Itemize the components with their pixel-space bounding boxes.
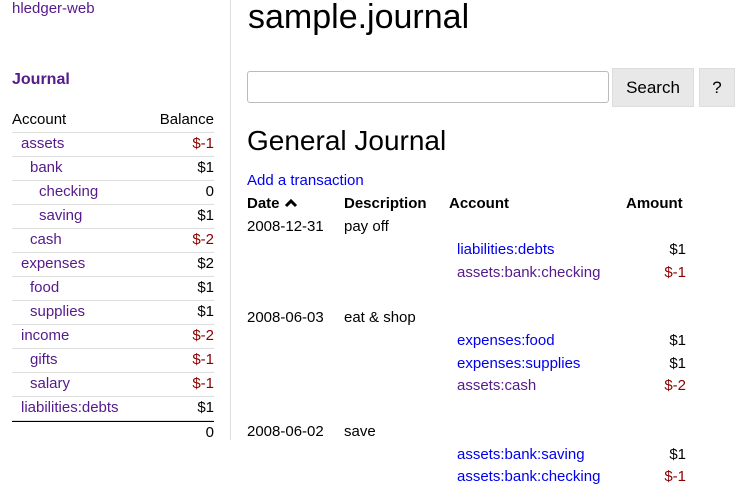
page-title: sample.journal <box>248 0 470 36</box>
account-link[interactable]: income <box>21 327 70 344</box>
account-row: cash $-2 <box>12 229 214 253</box>
account-link[interactable]: bank <box>30 159 63 176</box>
account-link[interactable]: checking <box>39 183 99 200</box>
date-column-header[interactable]: Date <box>247 195 298 212</box>
transaction-description: pay off <box>344 218 389 235</box>
account-link[interactable]: assets <box>21 135 65 152</box>
brand-link[interactable]: hledger-web <box>12 0 95 17</box>
sidebar: hledger-web Journal Account Balance asse… <box>0 0 231 441</box>
account-link[interactable]: salary <box>30 375 71 392</box>
account-row: food $1 <box>12 277 214 301</box>
posting-account-link[interactable]: assets:bank:checking <box>457 263 601 281</box>
account-balance: $1 <box>197 207 214 224</box>
account-row: gifts $-1 <box>12 349 214 373</box>
posting-account-link[interactable]: liabilities:debts <box>457 241 555 258</box>
account-link[interactable]: liabilities:debts <box>21 399 119 416</box>
posting-amount: $-1 <box>664 263 686 281</box>
account-column-header: Account <box>449 195 509 212</box>
posting-amount: $1 <box>669 241 686 258</box>
account-balance: $-2 <box>192 231 214 248</box>
total-balance: 0 <box>205 424 214 441</box>
account-link[interactable]: supplies <box>30 303 86 320</box>
account-row: expenses $2 <box>12 253 214 277</box>
posting-account-link[interactable]: assets:bank:checking <box>457 468 601 485</box>
transaction-description: eat & shop <box>344 309 416 326</box>
amount-column-header: Amount <box>626 195 683 212</box>
account-row: liabilities:debts $1 <box>12 397 214 421</box>
account-header: Account <box>12 111 67 128</box>
account-balance: $2 <box>197 255 214 272</box>
help-button[interactable]: ? <box>699 68 735 107</box>
account-balance: 0 <box>205 183 214 200</box>
posting-amount: $1 <box>669 354 686 372</box>
account-balance: $1 <box>197 303 214 320</box>
accounts-table: Account Balance assets $-1 bank $1 checking 0… <box>12 109 214 445</box>
account-balance: $-1 <box>192 135 214 152</box>
account-balance: $1 <box>197 159 214 176</box>
posting-account-link[interactable]: expenses:supplies <box>457 354 581 372</box>
account-link[interactable]: gifts <box>30 351 58 368</box>
account-row: saving $1 <box>12 205 214 229</box>
account-balance: $-1 <box>192 375 214 392</box>
transaction-date: 2008-06-03 <box>247 309 324 326</box>
account-balance: $-1 <box>192 351 214 368</box>
transaction-date: 2008-06-02 <box>247 422 324 440</box>
account-row: salary $-1 <box>12 373 214 397</box>
total-row: 0 <box>12 421 214 445</box>
search-button[interactable]: Search <box>612 68 694 107</box>
posting-amount: $1 <box>669 332 686 349</box>
account-row: bank $1 <box>12 157 214 181</box>
account-link[interactable]: expenses <box>21 255 86 272</box>
account-row: income $-2 <box>12 325 214 349</box>
posting-amount: $-2 <box>664 377 686 394</box>
account-link[interactable]: saving <box>39 207 83 224</box>
account-row: checking 0 <box>12 181 214 205</box>
transaction-date: 2008-12-31 <box>247 218 324 235</box>
account-balance: $1 <box>197 399 214 416</box>
balance-header: Balance <box>159 111 214 128</box>
chevron-up-icon <box>284 198 297 208</box>
description-column-header: Description <box>344 195 427 212</box>
add-transaction-link[interactable]: Add a transaction <box>247 172 364 189</box>
account-link[interactable]: cash <box>30 231 62 248</box>
search-input[interactable] <box>247 71 609 103</box>
journal-link[interactable]: Journal <box>12 71 70 88</box>
posting-account-link[interactable]: expenses:food <box>457 332 555 349</box>
transaction-description: save <box>344 422 376 440</box>
posting-account-link[interactable]: assets:cash <box>457 377 537 394</box>
account-balance: $-2 <box>192 327 214 344</box>
account-row: assets $-1 <box>12 133 214 157</box>
journal-heading: General Journal <box>247 125 447 156</box>
posting-account-link[interactable]: assets:bank:saving <box>457 445 585 463</box>
accounts-header: Account Balance <box>12 109 214 133</box>
posting-amount: $-1 <box>664 468 686 485</box>
account-link[interactable]: food <box>30 279 60 296</box>
posting-amount: $1 <box>669 445 686 463</box>
account-balance: $1 <box>197 279 214 296</box>
account-row: supplies $1 <box>12 301 214 325</box>
